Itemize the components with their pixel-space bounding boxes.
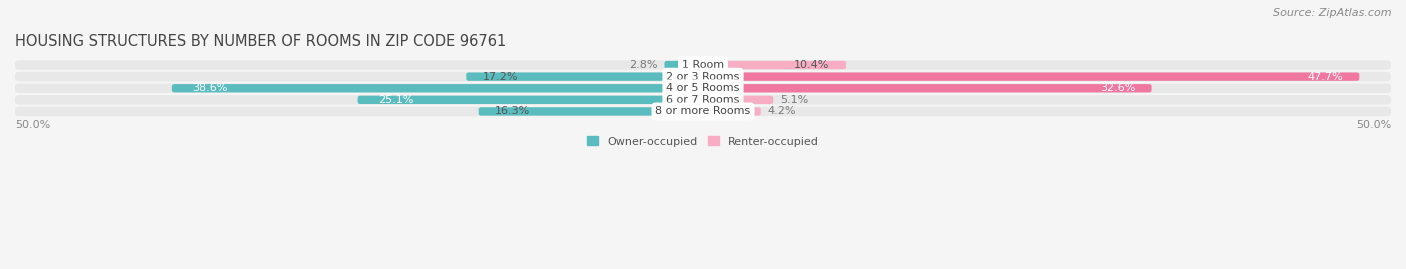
Text: 5.1%: 5.1% <box>780 95 808 105</box>
Text: 8 or more Rooms: 8 or more Rooms <box>655 107 751 116</box>
Text: 16.3%: 16.3% <box>495 107 530 116</box>
Text: 1 Room: 1 Room <box>682 60 724 70</box>
FancyBboxPatch shape <box>15 107 1391 116</box>
Text: HOUSING STRUCTURES BY NUMBER OF ROOMS IN ZIP CODE 96761: HOUSING STRUCTURES BY NUMBER OF ROOMS IN… <box>15 34 506 49</box>
Text: 25.1%: 25.1% <box>378 95 413 105</box>
FancyBboxPatch shape <box>357 96 703 104</box>
Text: 38.6%: 38.6% <box>193 83 228 93</box>
Text: 50.0%: 50.0% <box>1355 119 1391 130</box>
Text: 2 or 3 Rooms: 2 or 3 Rooms <box>666 72 740 82</box>
FancyBboxPatch shape <box>15 72 1391 82</box>
FancyBboxPatch shape <box>703 72 1360 81</box>
Text: 17.2%: 17.2% <box>482 72 519 82</box>
Text: Source: ZipAtlas.com: Source: ZipAtlas.com <box>1274 8 1392 18</box>
Text: 47.7%: 47.7% <box>1308 72 1343 82</box>
FancyBboxPatch shape <box>172 84 703 93</box>
FancyBboxPatch shape <box>478 107 703 116</box>
Text: 2.8%: 2.8% <box>628 60 658 70</box>
FancyBboxPatch shape <box>665 61 703 69</box>
FancyBboxPatch shape <box>703 107 761 116</box>
FancyBboxPatch shape <box>15 95 1391 105</box>
Text: 4 or 5 Rooms: 4 or 5 Rooms <box>666 83 740 93</box>
Text: 4.2%: 4.2% <box>768 107 796 116</box>
Text: 32.6%: 32.6% <box>1099 83 1135 93</box>
FancyBboxPatch shape <box>703 96 773 104</box>
Legend: Owner-occupied, Renter-occupied: Owner-occupied, Renter-occupied <box>586 136 820 147</box>
Text: 50.0%: 50.0% <box>15 119 51 130</box>
FancyBboxPatch shape <box>703 61 846 69</box>
FancyBboxPatch shape <box>15 60 1391 70</box>
Text: 6 or 7 Rooms: 6 or 7 Rooms <box>666 95 740 105</box>
FancyBboxPatch shape <box>15 83 1391 93</box>
Text: 10.4%: 10.4% <box>794 60 830 70</box>
FancyBboxPatch shape <box>467 72 703 81</box>
FancyBboxPatch shape <box>703 84 1152 93</box>
